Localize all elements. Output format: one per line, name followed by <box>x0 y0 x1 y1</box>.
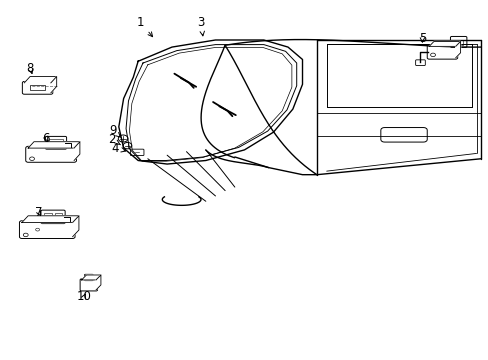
Text: 1: 1 <box>137 16 152 37</box>
FancyBboxPatch shape <box>41 210 65 224</box>
Text: 8: 8 <box>26 62 34 75</box>
Bar <box>30 85 45 90</box>
FancyBboxPatch shape <box>22 81 53 94</box>
FancyBboxPatch shape <box>415 60 425 66</box>
Polygon shape <box>81 275 101 280</box>
Polygon shape <box>28 142 80 148</box>
Bar <box>44 213 52 221</box>
Text: 5: 5 <box>418 32 425 45</box>
Polygon shape <box>24 77 57 83</box>
FancyBboxPatch shape <box>20 221 75 238</box>
FancyBboxPatch shape <box>45 136 66 149</box>
Bar <box>49 139 63 147</box>
Text: 9: 9 <box>109 124 120 137</box>
FancyBboxPatch shape <box>130 149 143 156</box>
Bar <box>54 213 62 221</box>
Text: 3: 3 <box>197 16 204 36</box>
FancyBboxPatch shape <box>84 274 93 281</box>
Bar <box>453 40 462 45</box>
FancyBboxPatch shape <box>449 36 466 48</box>
Polygon shape <box>22 216 79 222</box>
FancyBboxPatch shape <box>380 127 427 142</box>
Polygon shape <box>73 216 79 237</box>
Polygon shape <box>96 275 101 290</box>
FancyBboxPatch shape <box>427 45 457 59</box>
Text: 7: 7 <box>35 206 42 219</box>
Text: 6: 6 <box>42 132 50 145</box>
Polygon shape <box>51 77 57 93</box>
Polygon shape <box>455 41 460 58</box>
Text: 10: 10 <box>77 291 91 303</box>
FancyBboxPatch shape <box>80 279 97 291</box>
Polygon shape <box>428 41 460 46</box>
Polygon shape <box>74 142 80 161</box>
Text: 2: 2 <box>107 133 120 146</box>
Text: 4: 4 <box>111 141 125 154</box>
FancyBboxPatch shape <box>26 146 76 162</box>
